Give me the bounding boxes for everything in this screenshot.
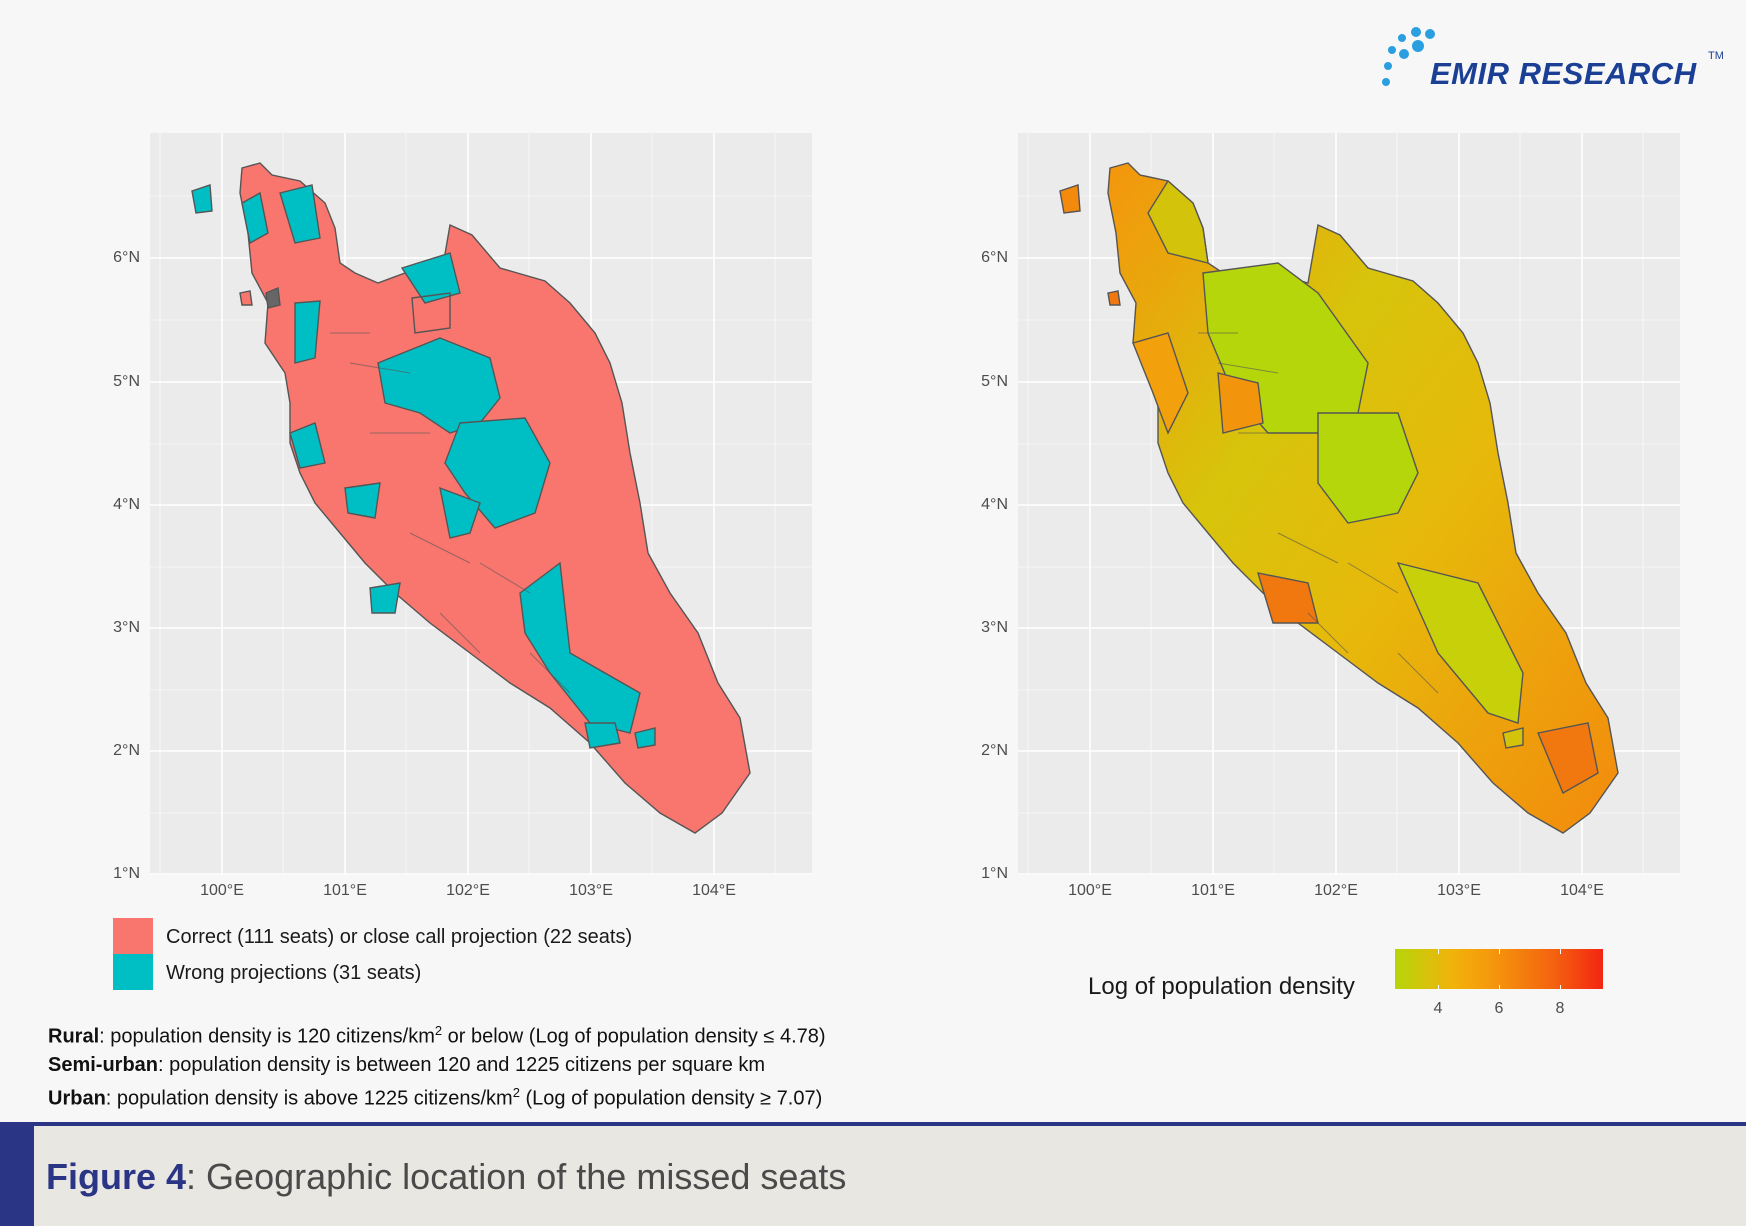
legend-item-correct: Correct (111 seats) or close call projec… — [113, 918, 833, 958]
note-rural-sup: 2 — [434, 1023, 443, 1038]
x-tick-label: 100°E — [1068, 882, 1112, 899]
x-tick-label: 103°E — [1437, 882, 1481, 899]
caption-text: Geographic location of the missed seats — [196, 1156, 847, 1197]
figure-caption: Figure 4: Geographic location of the mis… — [46, 1156, 846, 1198]
x-tick-label: 101°E — [1191, 882, 1235, 899]
peninsula-map-right — [1059, 162, 1619, 834]
y-tick-label: 6°N — [981, 249, 1008, 266]
caption-accent — [0, 1126, 34, 1226]
note-rural: Rural: population density is 120 citizen… — [48, 1017, 826, 1051]
logo-text: EMIR RESEARCH — [1430, 56, 1697, 91]
legend-swatch-correct — [113, 918, 153, 954]
note-semi-label: Semi-urban — [48, 1053, 159, 1076]
note-semi-text: : population density is between 120 and … — [158, 1053, 766, 1076]
figure-label: Figure 4 — [46, 1156, 187, 1197]
logo-dots-icon — [1382, 27, 1435, 86]
peninsula-map-left — [191, 162, 751, 834]
y-tick-label: 1°N — [981, 865, 1008, 882]
x-tick-label: 102°E — [446, 882, 490, 899]
colorbar — [1395, 949, 1603, 989]
x-tick-label: 104°E — [692, 882, 736, 899]
x-tick-label: 104°E — [1560, 882, 1604, 899]
density-notes: Rural: population density is 120 citizen… — [48, 1017, 826, 1112]
map-population-density: 6°N 5°N 4°N 3°N 2°N 1°N — [981, 133, 1680, 882]
x-tick-label: 101°E — [323, 882, 367, 899]
note-rural-label: Rural — [48, 1025, 100, 1048]
x-tick-label: 102°E — [1314, 882, 1358, 899]
note-urban-label: Urban — [48, 1087, 106, 1110]
emir-research-logo: EMIR RESEARCH TM — [1378, 24, 1728, 100]
y-tick-label: 4°N — [981, 496, 1008, 513]
legend-density: Log of population density 4 6 8 — [1080, 945, 1640, 1017]
y-tick-label: 1°N — [113, 865, 140, 882]
logo-trademark: TM — [1708, 50, 1724, 62]
y-tick-label: 5°N — [981, 373, 1008, 390]
x-tick-label: 100°E — [200, 882, 244, 899]
map-missed-seats: 6°N 5°N 4°N 3°N 2°N 1°N — [113, 133, 812, 882]
y-tick-label: 6°N — [113, 249, 140, 266]
legend-label-wrong: Wrong projections (31 seats) — [166, 962, 422, 984]
note-urban: Urban: population density is above 1225 … — [48, 1079, 826, 1113]
y-tick-label: 2°N — [113, 742, 140, 759]
note-urban-sup: 2 — [512, 1084, 520, 1100]
y-tick-label: 3°N — [981, 619, 1008, 636]
legend-item-wrong: Wrong projections (31 seats) — [113, 954, 833, 994]
caption-colon: : — [186, 1156, 197, 1197]
x-tick-label: 103°E — [569, 882, 613, 899]
y-tick-label: 2°N — [981, 742, 1008, 759]
legend-label-correct: Correct (111 seats) or close call projec… — [166, 926, 633, 948]
note-semi-urban: Semi-urban: population density is betwee… — [48, 1051, 826, 1079]
note-urban-text-b: (Log of population density ≥ 7.07) — [519, 1087, 823, 1110]
note-rural-text: : population density is 120 citizens/km — [99, 1025, 435, 1048]
colorbar-tick-label: 8 — [1555, 1000, 1565, 1017]
y-tick-label: 3°N — [113, 619, 140, 636]
y-tick-label: 4°N — [113, 496, 140, 513]
figure-caption-bar: Figure 4: Geographic location of the mis… — [0, 1122, 1746, 1226]
y-tick-label: 5°N — [113, 373, 140, 390]
legend-swatch-wrong — [113, 954, 153, 990]
colorbar-tick-label: 6 — [1494, 1000, 1504, 1017]
colorbar-tick-label: 4 — [1433, 1000, 1443, 1017]
colorbar-title: Log of population density — [1088, 973, 1355, 1000]
note-urban-text: : population density is above 1225 citiz… — [105, 1087, 513, 1110]
note-rural-text-b: or below (Log of population density ≤ 4.… — [442, 1025, 826, 1048]
